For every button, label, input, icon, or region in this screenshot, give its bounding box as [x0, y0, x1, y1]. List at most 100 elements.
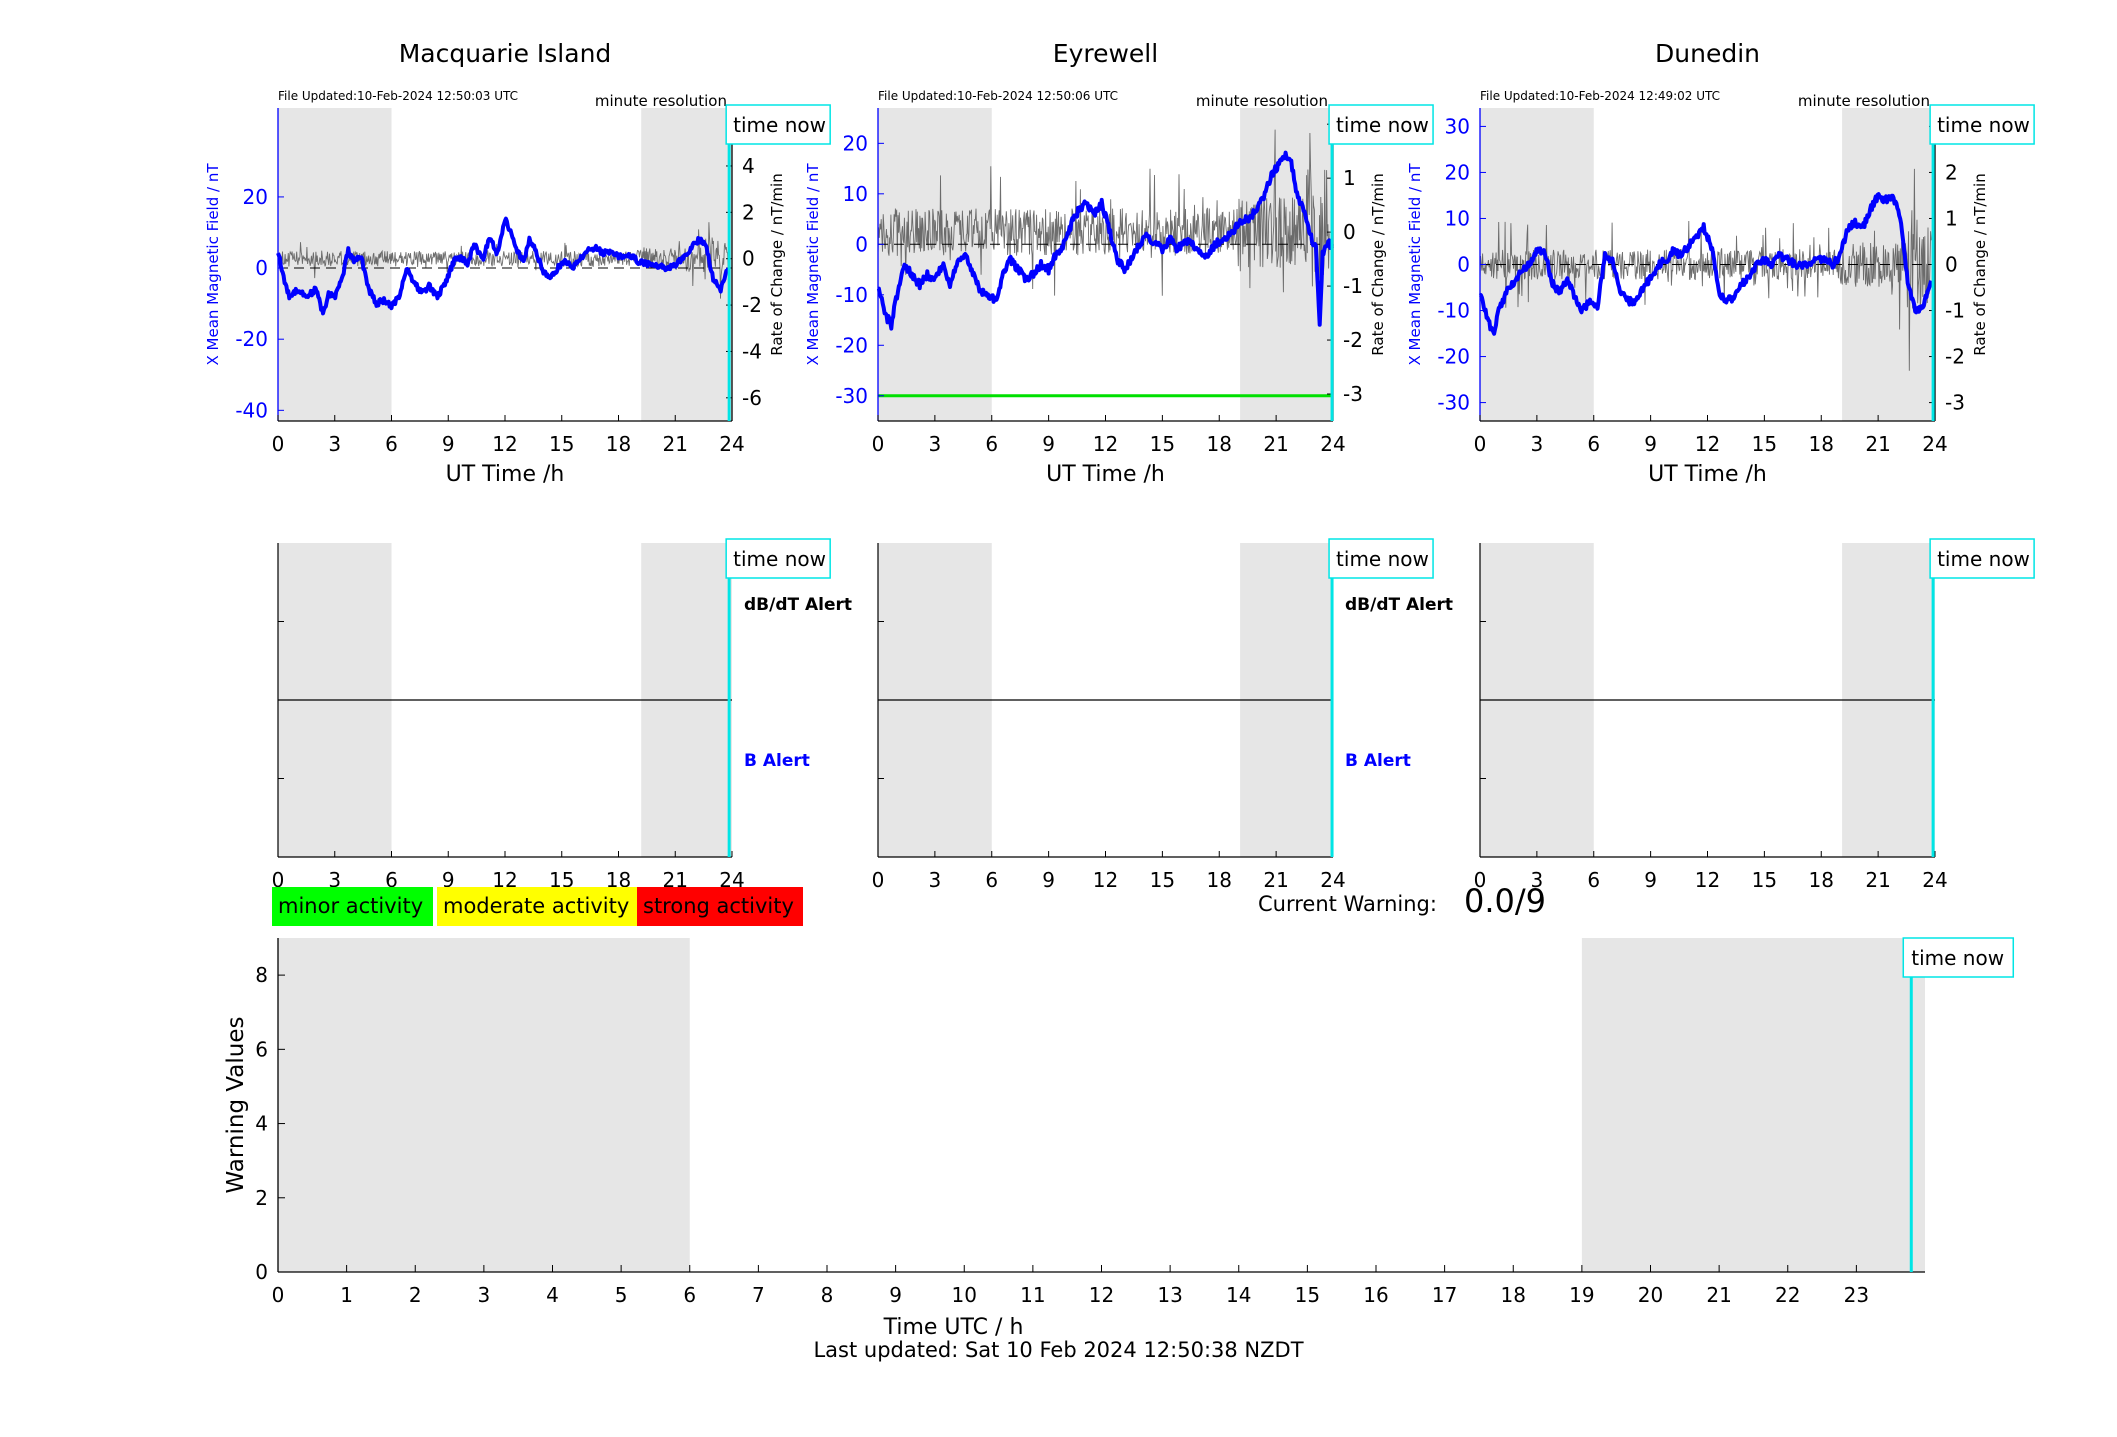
y-axis-label-left: X Mean Magnetic Field / nT	[804, 163, 822, 366]
right-tick-label: 0	[1945, 253, 1958, 277]
right-tick-label: -2	[1945, 345, 1965, 369]
left-tick-label: 10	[843, 182, 868, 206]
alert-x-tick-label: 0	[872, 868, 885, 892]
alert-x-tick-label: 24	[1320, 868, 1345, 892]
right-tick-label: 0	[1343, 220, 1356, 244]
left-tick-label: -20	[235, 327, 268, 351]
time-now-label: time now	[733, 547, 826, 571]
warning-x-axis-label: Time UTC / h	[883, 1315, 1024, 1340]
right-tick-label: 4	[742, 154, 755, 178]
time-now-box	[1929, 538, 2035, 579]
x-tick-label: 6	[385, 432, 398, 456]
file-updated-text: File Updated:10-Feb-2024 12:49:02 UTC	[1480, 89, 1720, 103]
dbdt-alert-label: dB/dT Alert	[1345, 595, 1453, 615]
alert-x-tick-label: 3	[1531, 868, 1544, 892]
x-tick-label: 12	[492, 432, 517, 456]
left-tick-label: 0	[1457, 253, 1470, 277]
alert-panel-1: 0 3 6 9 12 15 18 21 24 time now dB/dT Alert B Alert	[872, 538, 1453, 892]
x-tick-label: 6	[985, 432, 998, 456]
x-axis-label: UT Time /h	[1648, 462, 1767, 487]
warning-x-tick-label: 8	[821, 1283, 834, 1307]
warning-y-tick-label: 4	[255, 1112, 268, 1136]
station-panel-1: Eyrewell File Updated:10-Feb-2024 12:50:0…	[804, 39, 1434, 487]
alert-x-tick-label: 3	[328, 868, 341, 892]
alert-x-tick-label: 0	[272, 868, 285, 892]
warning-y-tick-label: 2	[255, 1186, 268, 1210]
alert-x-tick-label: 6	[385, 868, 398, 892]
alert-x-tick-label: 9	[1042, 868, 1055, 892]
x-tick-label: 18	[1207, 432, 1232, 456]
x-tick-label: 3	[929, 432, 942, 456]
alert-x-tick-label: 18	[1809, 868, 1834, 892]
warning-x-tick-label: 9	[889, 1283, 902, 1307]
right-tick-label: 1	[1343, 166, 1356, 190]
left-tick-label: -30	[1437, 391, 1470, 415]
right-tick-label: -1	[1945, 299, 1965, 323]
warning-x-tick-label: 20	[1638, 1283, 1663, 1307]
warning-x-tick-label: 3	[478, 1283, 491, 1307]
x-tick-label: 21	[1263, 432, 1288, 456]
left-tick-label: -20	[1437, 345, 1470, 369]
warning-x-tick-label: 1	[340, 1283, 353, 1307]
x-tick-label: 12	[1695, 432, 1720, 456]
time-now-label: time now	[1336, 113, 1429, 137]
alert-x-tick-label: 21	[1865, 868, 1890, 892]
alert-x-tick-label: 9	[1644, 868, 1657, 892]
alert-x-tick-label: 15	[1150, 868, 1175, 892]
time-now-box	[725, 104, 831, 145]
alert-x-tick-label: 3	[929, 868, 942, 892]
warning-x-tick-label: 21	[1706, 1283, 1731, 1307]
time-now-box	[725, 538, 831, 579]
warning-x-tick-label: 5	[615, 1283, 628, 1307]
y-axis-label-left: X Mean Magnetic Field / nT	[204, 163, 222, 366]
x-tick-label: 3	[328, 432, 341, 456]
right-tick-label: -3	[1945, 391, 1965, 415]
right-tick-label: -6	[742, 386, 762, 410]
rate-of-change-line	[877, 129, 1330, 304]
time-now-label: time now	[1937, 547, 2030, 571]
alert-x-tick-label: 15	[1752, 868, 1777, 892]
time-now-box	[1902, 937, 2015, 978]
night-shading	[878, 108, 992, 421]
x-tick-label: 15	[1150, 432, 1175, 456]
x-axis-label: UT Time /h	[1046, 462, 1165, 487]
left-tick-label: -10	[835, 283, 868, 307]
magnetic-field-line	[876, 150, 1335, 331]
x-tick-label: 18	[1809, 432, 1834, 456]
x-tick-label: 0	[1474, 432, 1487, 456]
warning-x-tick-label: 19	[1569, 1283, 1594, 1307]
left-tick-label: 20	[243, 185, 268, 209]
x-tick-label: 6	[1587, 432, 1600, 456]
x-tick-label: 9	[442, 432, 455, 456]
resolution-label: minute resolution	[1196, 92, 1328, 110]
alert-x-tick-label: 18	[1207, 868, 1232, 892]
warning-y-axis-label: Warning Values	[223, 1016, 249, 1193]
alert-x-tick-label: 21	[1263, 868, 1288, 892]
station-title: Eyrewell	[1053, 39, 1158, 68]
x-tick-label: 24	[1320, 432, 1345, 456]
x-tick-label: 9	[1042, 432, 1055, 456]
alert-x-tick-label: 0	[1474, 868, 1487, 892]
time-now-box	[1929, 104, 2035, 145]
left-tick-label: 0	[855, 232, 868, 256]
x-tick-label: 18	[606, 432, 631, 456]
left-tick-label: -30	[835, 384, 868, 408]
y-axis-label-right: Rate of Change / nT/min	[1369, 173, 1387, 355]
alert-x-tick-label: 12	[1695, 868, 1720, 892]
magnetic-field-line	[1478, 192, 1934, 336]
y-axis-label-right: Rate of Change / nT/min	[768, 173, 786, 355]
x-tick-label: 21	[663, 432, 688, 456]
x-tick-label: 24	[1922, 432, 1947, 456]
last-updated-footer: Last updated: Sat 10 Feb 2024 12:50:38 N…	[813, 1338, 1304, 1362]
left-tick-label: 20	[1445, 160, 1470, 184]
left-tick-label: -20	[835, 333, 868, 357]
alert-x-tick-label: 6	[985, 868, 998, 892]
left-tick-label: 20	[843, 131, 868, 155]
b-alert-label: B Alert	[744, 751, 810, 771]
left-tick-label: -10	[1437, 299, 1470, 323]
rate-of-change-line	[1479, 168, 1932, 371]
left-tick-label: 10	[1445, 206, 1470, 230]
current-warning-label: Current Warning:	[1258, 892, 1437, 916]
current-warning-value: 0.0/9	[1464, 882, 1547, 920]
